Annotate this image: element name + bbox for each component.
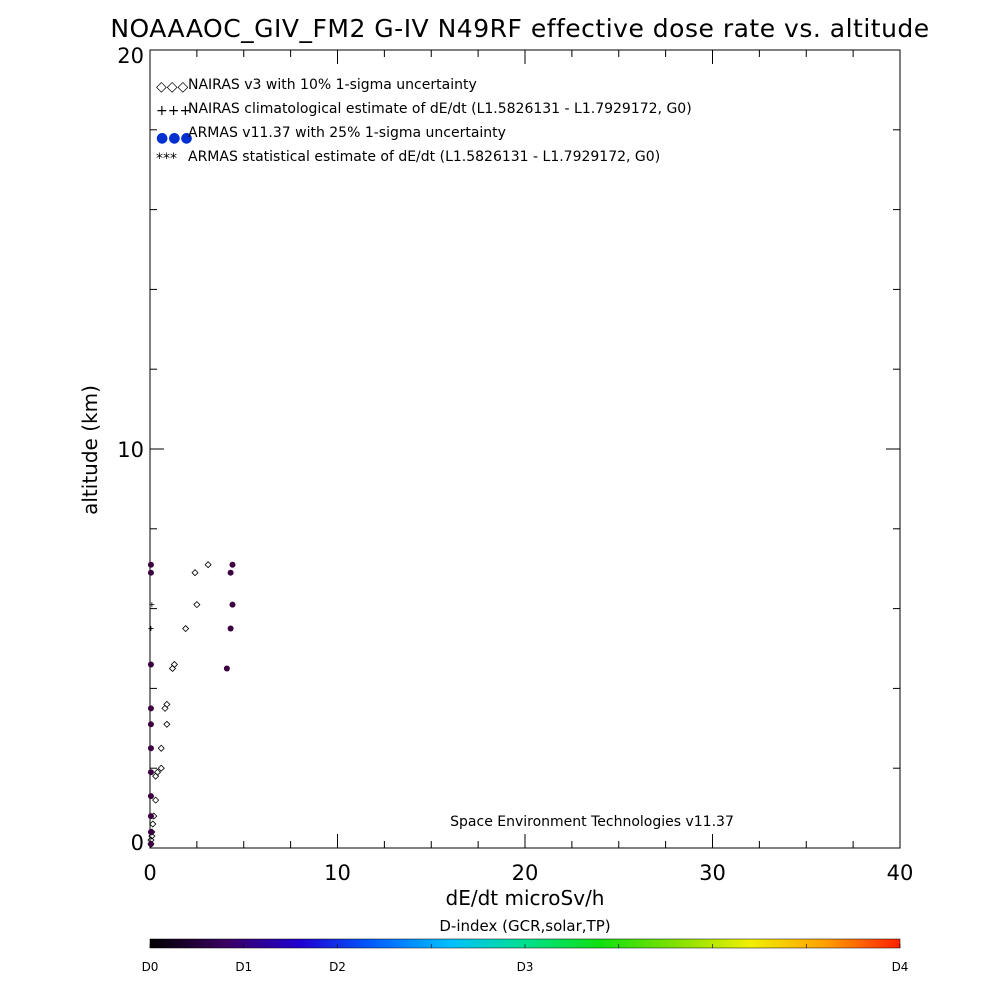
x-tick-label: 20	[512, 861, 539, 885]
colorbar-label: D2	[329, 960, 346, 974]
legend: ◇◇◇ NAIRAS v3 with 10% 1-sigma uncertaint…	[156, 77, 692, 167]
y-tick-label: 10	[117, 438, 144, 462]
axis-ticks	[149, 49, 901, 849]
x-tick-label: 40	[887, 861, 914, 885]
armas-point	[229, 561, 236, 568]
nairas-point	[152, 772, 160, 780]
credit-text: Space Environment Technologies v11.37	[450, 814, 734, 830]
nairas-point	[182, 624, 190, 633]
nairas-point	[149, 820, 157, 828]
legend-symbol: ***	[156, 151, 177, 167]
armas-point	[147, 661, 154, 668]
y-axis-label: altitude (km)	[78, 385, 102, 515]
armas-point	[227, 569, 234, 576]
nairas-point	[148, 832, 156, 840]
colorbar-label: D4	[892, 960, 909, 974]
legend-label: NAIRAS v3 with 10% 1-sigma uncertainty	[188, 77, 477, 93]
nairas-point	[168, 664, 177, 673]
chart-title: NOAAAOC_GIV_FM2 G-IV N49RF effective dos…	[110, 14, 929, 43]
nairas-point	[163, 720, 171, 728]
legend-label: NAIRAS climatological estimate of dE/dt …	[188, 101, 692, 117]
armas-point	[147, 813, 154, 820]
nairas-point	[191, 569, 199, 577]
x-tick-label: 0	[143, 861, 156, 885]
legend-label: ARMAS statistical estimate of dE/dt (L1.…	[188, 149, 660, 165]
x-tick-label: 30	[699, 861, 726, 885]
x-axis-label: dE/dt microSv/h	[446, 886, 605, 910]
legend-symbol: ◇◇◇	[156, 79, 189, 95]
axis-tick-labels: 0 10 20 30 40 0 10 20	[117, 44, 913, 885]
colorbar-label: D3	[517, 960, 534, 974]
y-tick-label: 0	[131, 831, 144, 855]
armas-point	[147, 569, 154, 576]
armas-point	[147, 769, 154, 776]
nairas-point	[157, 744, 165, 752]
armas-point	[147, 793, 154, 800]
data-points	[147, 561, 236, 848]
nairas-clim-point	[149, 602, 155, 608]
x-tick-label: 10	[324, 861, 351, 885]
colorbar-title: D-index (GCR,solar,TP)	[439, 917, 610, 935]
legend-label: ARMAS v11.37 with 25% 1-sigma uncertaint…	[188, 125, 506, 141]
nairas-clim-point	[148, 626, 154, 632]
armas-point	[223, 665, 230, 672]
colorbar-label: D1	[235, 960, 252, 974]
nairas-point	[204, 561, 212, 569]
armas-point	[227, 625, 234, 632]
nairas-point	[163, 700, 171, 708]
legend-symbol: +++	[156, 103, 191, 119]
armas-point	[229, 601, 236, 608]
colorbar-label: D0	[142, 960, 159, 974]
armas-point	[147, 705, 154, 712]
armas-point	[147, 721, 154, 728]
nairas-point	[157, 764, 165, 772]
armas-point	[147, 745, 154, 752]
nairas-point	[152, 796, 160, 804]
armas-point	[147, 561, 154, 568]
nairas-point	[170, 660, 178, 669]
armas-point	[147, 841, 154, 848]
y-tick-label: 20	[117, 44, 144, 68]
colorbar-ticks: D0 D1 D2 D3 D4	[142, 944, 909, 974]
armas-point	[147, 829, 154, 836]
legend-symbol: ●●●	[156, 130, 193, 146]
nairas-point	[161, 704, 169, 712]
plot-frame	[149, 49, 901, 849]
nairas-point	[193, 601, 201, 609]
